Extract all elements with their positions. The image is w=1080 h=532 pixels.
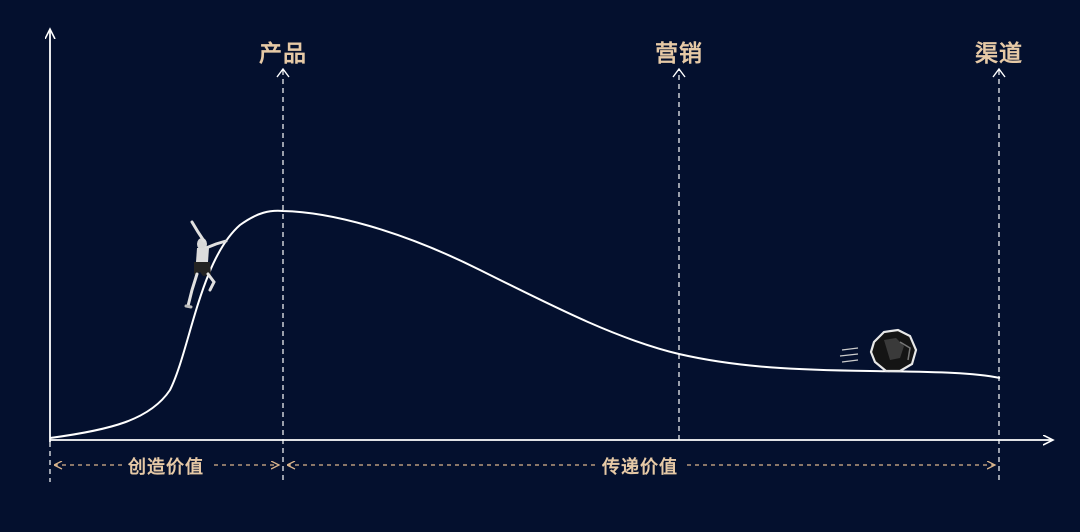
stage-label-product: 产品 — [259, 40, 307, 67]
phase-label-deliver-value: 传递价值 — [596, 453, 684, 479]
stage-label-marketing: 营销 — [655, 40, 703, 67]
stage-label-channel: 渠道 — [975, 40, 1023, 67]
value-curve — [49, 209, 1001, 439]
phase-label-create-value: 创造价值 — [122, 453, 210, 479]
climber-figure — [184, 220, 228, 309]
rolling-rock — [839, 328, 918, 373]
